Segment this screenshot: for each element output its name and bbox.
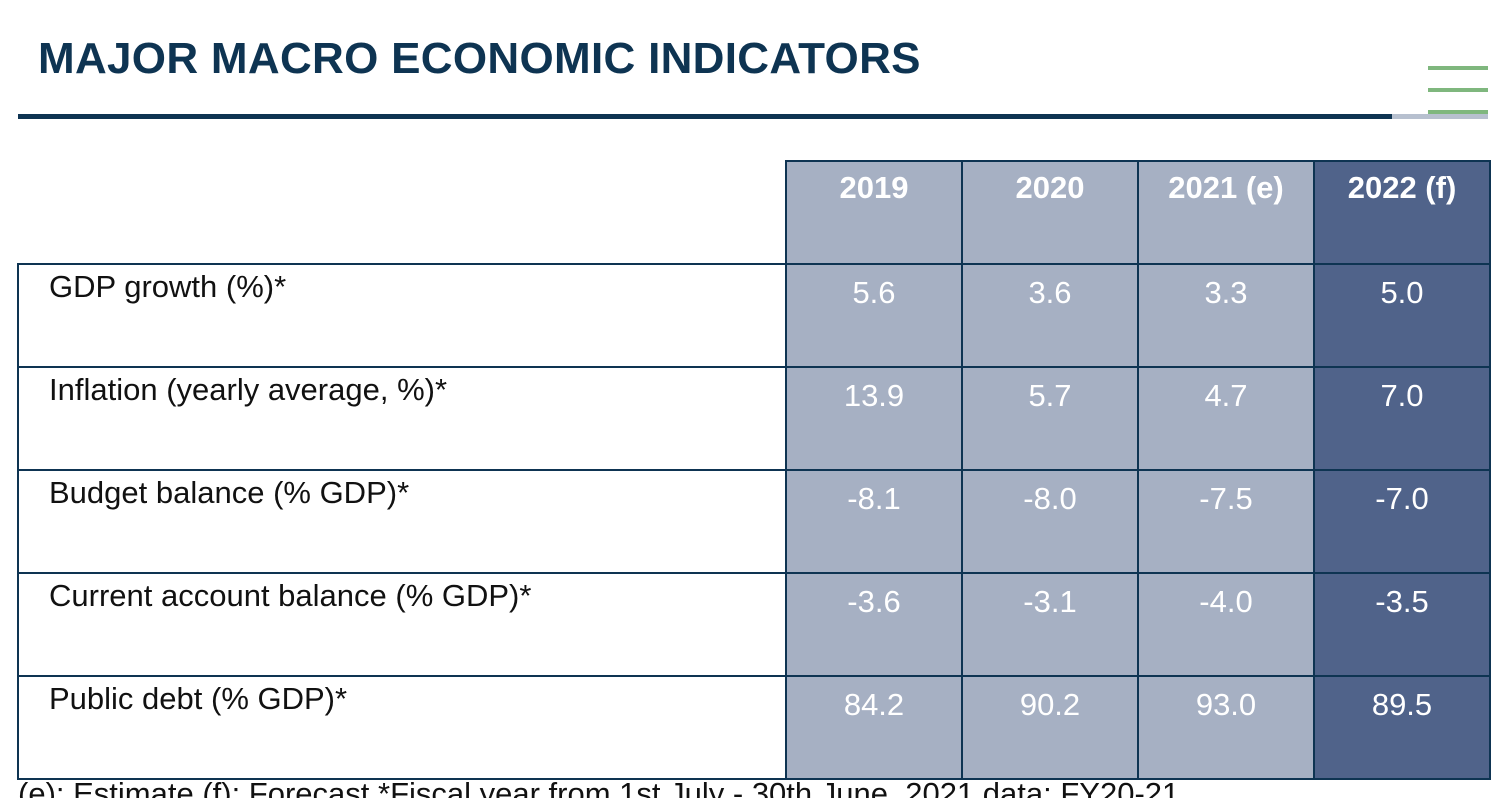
table-row: Inflation (yearly average, %)* 13.9 5.7 … (17, 366, 1491, 471)
row-label: GDP growth (%)* (17, 263, 787, 368)
row-label: Budget balance (% GDP)* (17, 469, 787, 574)
table-cell: -7.0 (1313, 469, 1491, 574)
table-cell: 4.7 (1137, 366, 1315, 471)
table-row: GDP growth (%)* 5.6 3.6 3.3 5.0 (17, 263, 1491, 368)
menu-bar (1428, 110, 1488, 114)
hamburger-menu-icon[interactable] (1428, 64, 1488, 118)
title-divider-accent (1392, 114, 1488, 119)
table-cell: 84.2 (785, 675, 963, 780)
table-cell: -8.1 (785, 469, 963, 574)
row-label: Current account balance (% GDP)* (17, 572, 787, 677)
table-cell: -4.0 (1137, 572, 1315, 677)
page-title: MAJOR MACRO ECONOMIC INDICATORS (38, 34, 921, 83)
table-cell: 13.9 (785, 366, 963, 471)
table-cell: 89.5 (1313, 675, 1491, 780)
table-row: Current account balance (% GDP)* -3.6 -3… (17, 572, 1491, 677)
column-header: 2022 (f) (1313, 160, 1491, 265)
indicators-table: 2019 2020 2021 (e) 2022 (f) GDP growth (… (17, 160, 1491, 780)
table-row: Budget balance (% GDP)* -8.1 -8.0 -7.5 -… (17, 469, 1491, 574)
row-label: Public debt (% GDP)* (17, 675, 787, 780)
table-cell: -3.1 (961, 572, 1139, 677)
table-cell: 5.7 (961, 366, 1139, 471)
table-cell: 3.6 (961, 263, 1139, 368)
table-cell: 3.3 (1137, 263, 1315, 368)
menu-bar (1428, 88, 1488, 92)
table-row: Public debt (% GDP)* 84.2 90.2 93.0 89.5 (17, 675, 1491, 780)
table-footnote: (e): Estimate (f): Forecast *Fiscal year… (18, 776, 1180, 798)
menu-bar (1428, 66, 1488, 70)
table-cell: -3.6 (785, 572, 963, 677)
column-header: 2021 (e) (1137, 160, 1315, 265)
table-cell: 5.6 (785, 263, 963, 368)
table-cell: 7.0 (1313, 366, 1491, 471)
header-blank-cell (18, 161, 787, 265)
row-label: Inflation (yearly average, %)* (17, 366, 787, 471)
column-header: 2019 (785, 160, 963, 265)
title-divider (18, 114, 1392, 119)
table-header-row: 2019 2020 2021 (e) 2022 (f) (18, 160, 1491, 265)
table-cell: 93.0 (1137, 675, 1315, 780)
table-cell: -3.5 (1313, 572, 1491, 677)
table-cell: -8.0 (961, 469, 1139, 574)
table-cell: 5.0 (1313, 263, 1491, 368)
column-header: 2020 (961, 160, 1139, 265)
table-cell: 90.2 (961, 675, 1139, 780)
table-cell: -7.5 (1137, 469, 1315, 574)
